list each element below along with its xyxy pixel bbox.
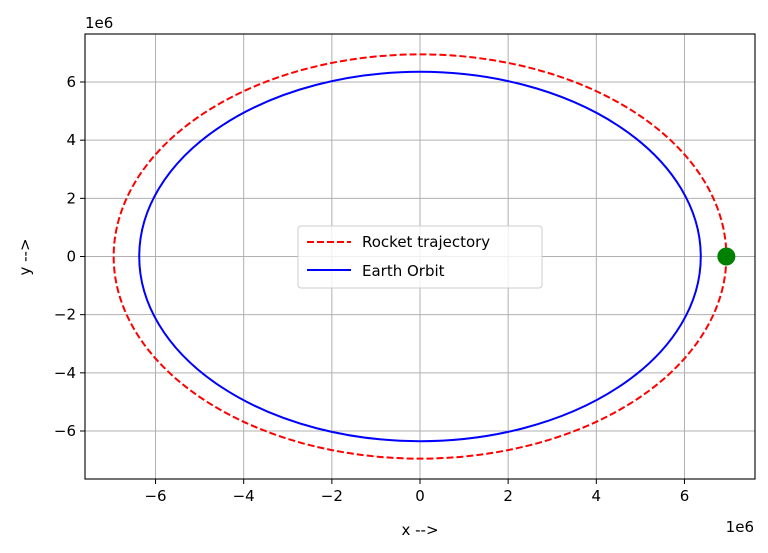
- x-tick-label: 2: [503, 487, 513, 505]
- ticks-layer: −6 −4 −2 0 2 4 6 −6 −4 −2 0 2 4 6: [54, 73, 689, 505]
- y-axis-label: y -->: [16, 238, 34, 275]
- y-offset-text: 1e6: [85, 14, 113, 32]
- y-tick-label: 2: [66, 189, 76, 207]
- y-tick-label: 0: [66, 248, 76, 266]
- x-tick-label: −6: [144, 487, 166, 505]
- rocket-position-marker: [717, 247, 736, 266]
- legend-label-rocket: Rocket trajectory: [362, 233, 490, 251]
- x-tick-label: −4: [233, 487, 255, 505]
- x-tick-label: −2: [321, 487, 343, 505]
- legend-label-earth: Earth Orbit: [362, 262, 445, 280]
- y-tick-label: −6: [54, 422, 76, 440]
- x-tick-label: 0: [415, 487, 425, 505]
- x-tick-label: 4: [592, 487, 602, 505]
- series-earth-orbit: [138, 70, 702, 443]
- legend: Rocket trajectory Earth Orbit: [297, 225, 543, 289]
- x-offset-text: 1e6: [726, 518, 754, 536]
- legend-box: [297, 225, 543, 289]
- series-layer: [112, 53, 736, 460]
- plot-frame: [84, 33, 756, 480]
- y-tick-label: 4: [66, 131, 76, 149]
- y-tick-label: −4: [54, 364, 76, 382]
- y-tick-label: −2: [54, 306, 76, 324]
- x-tick-label: 6: [680, 487, 690, 505]
- x-axis-label: x -->: [401, 521, 438, 539]
- y-tick-label: 6: [66, 73, 76, 91]
